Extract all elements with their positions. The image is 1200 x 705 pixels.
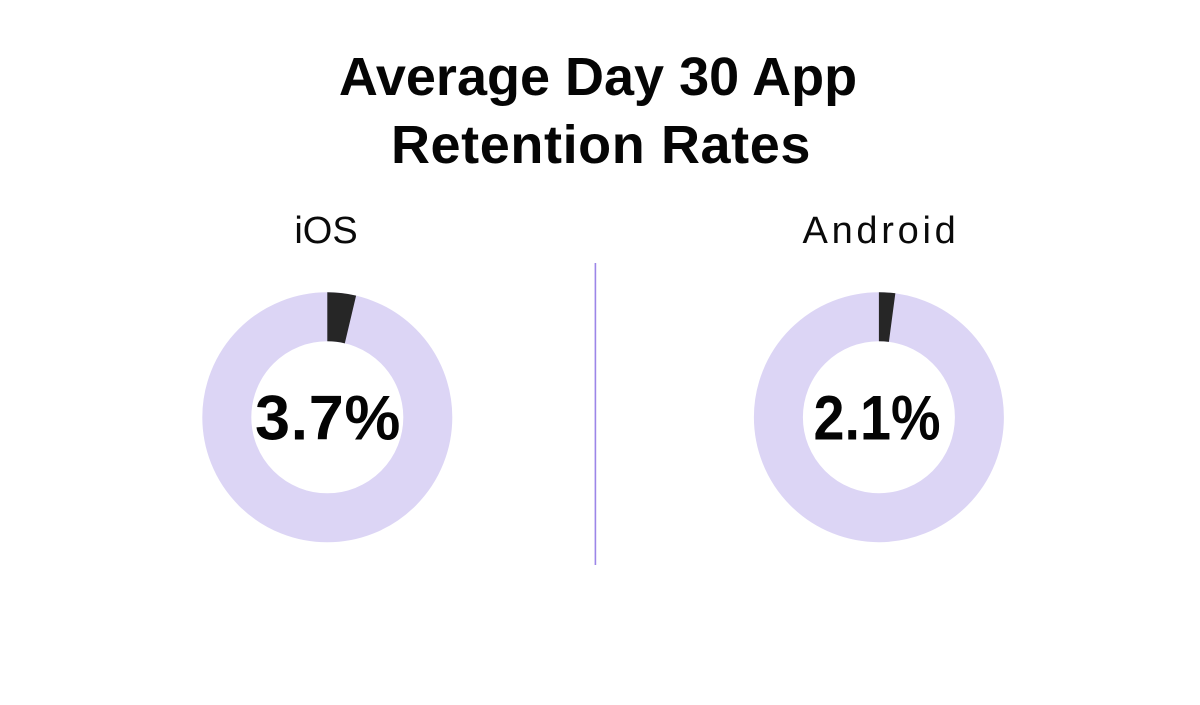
svg-text:2.1%: 2.1% bbox=[814, 384, 941, 454]
svg-text:Retention Rates: Retention Rates bbox=[391, 115, 811, 175]
svg-text:Average Day 30 App: Average Day 30 App bbox=[339, 47, 857, 107]
svg-text:iOS: iOS bbox=[294, 210, 357, 252]
svg-text:3.7%: 3.7% bbox=[255, 384, 401, 454]
svg-text:Android: Android bbox=[803, 210, 960, 252]
